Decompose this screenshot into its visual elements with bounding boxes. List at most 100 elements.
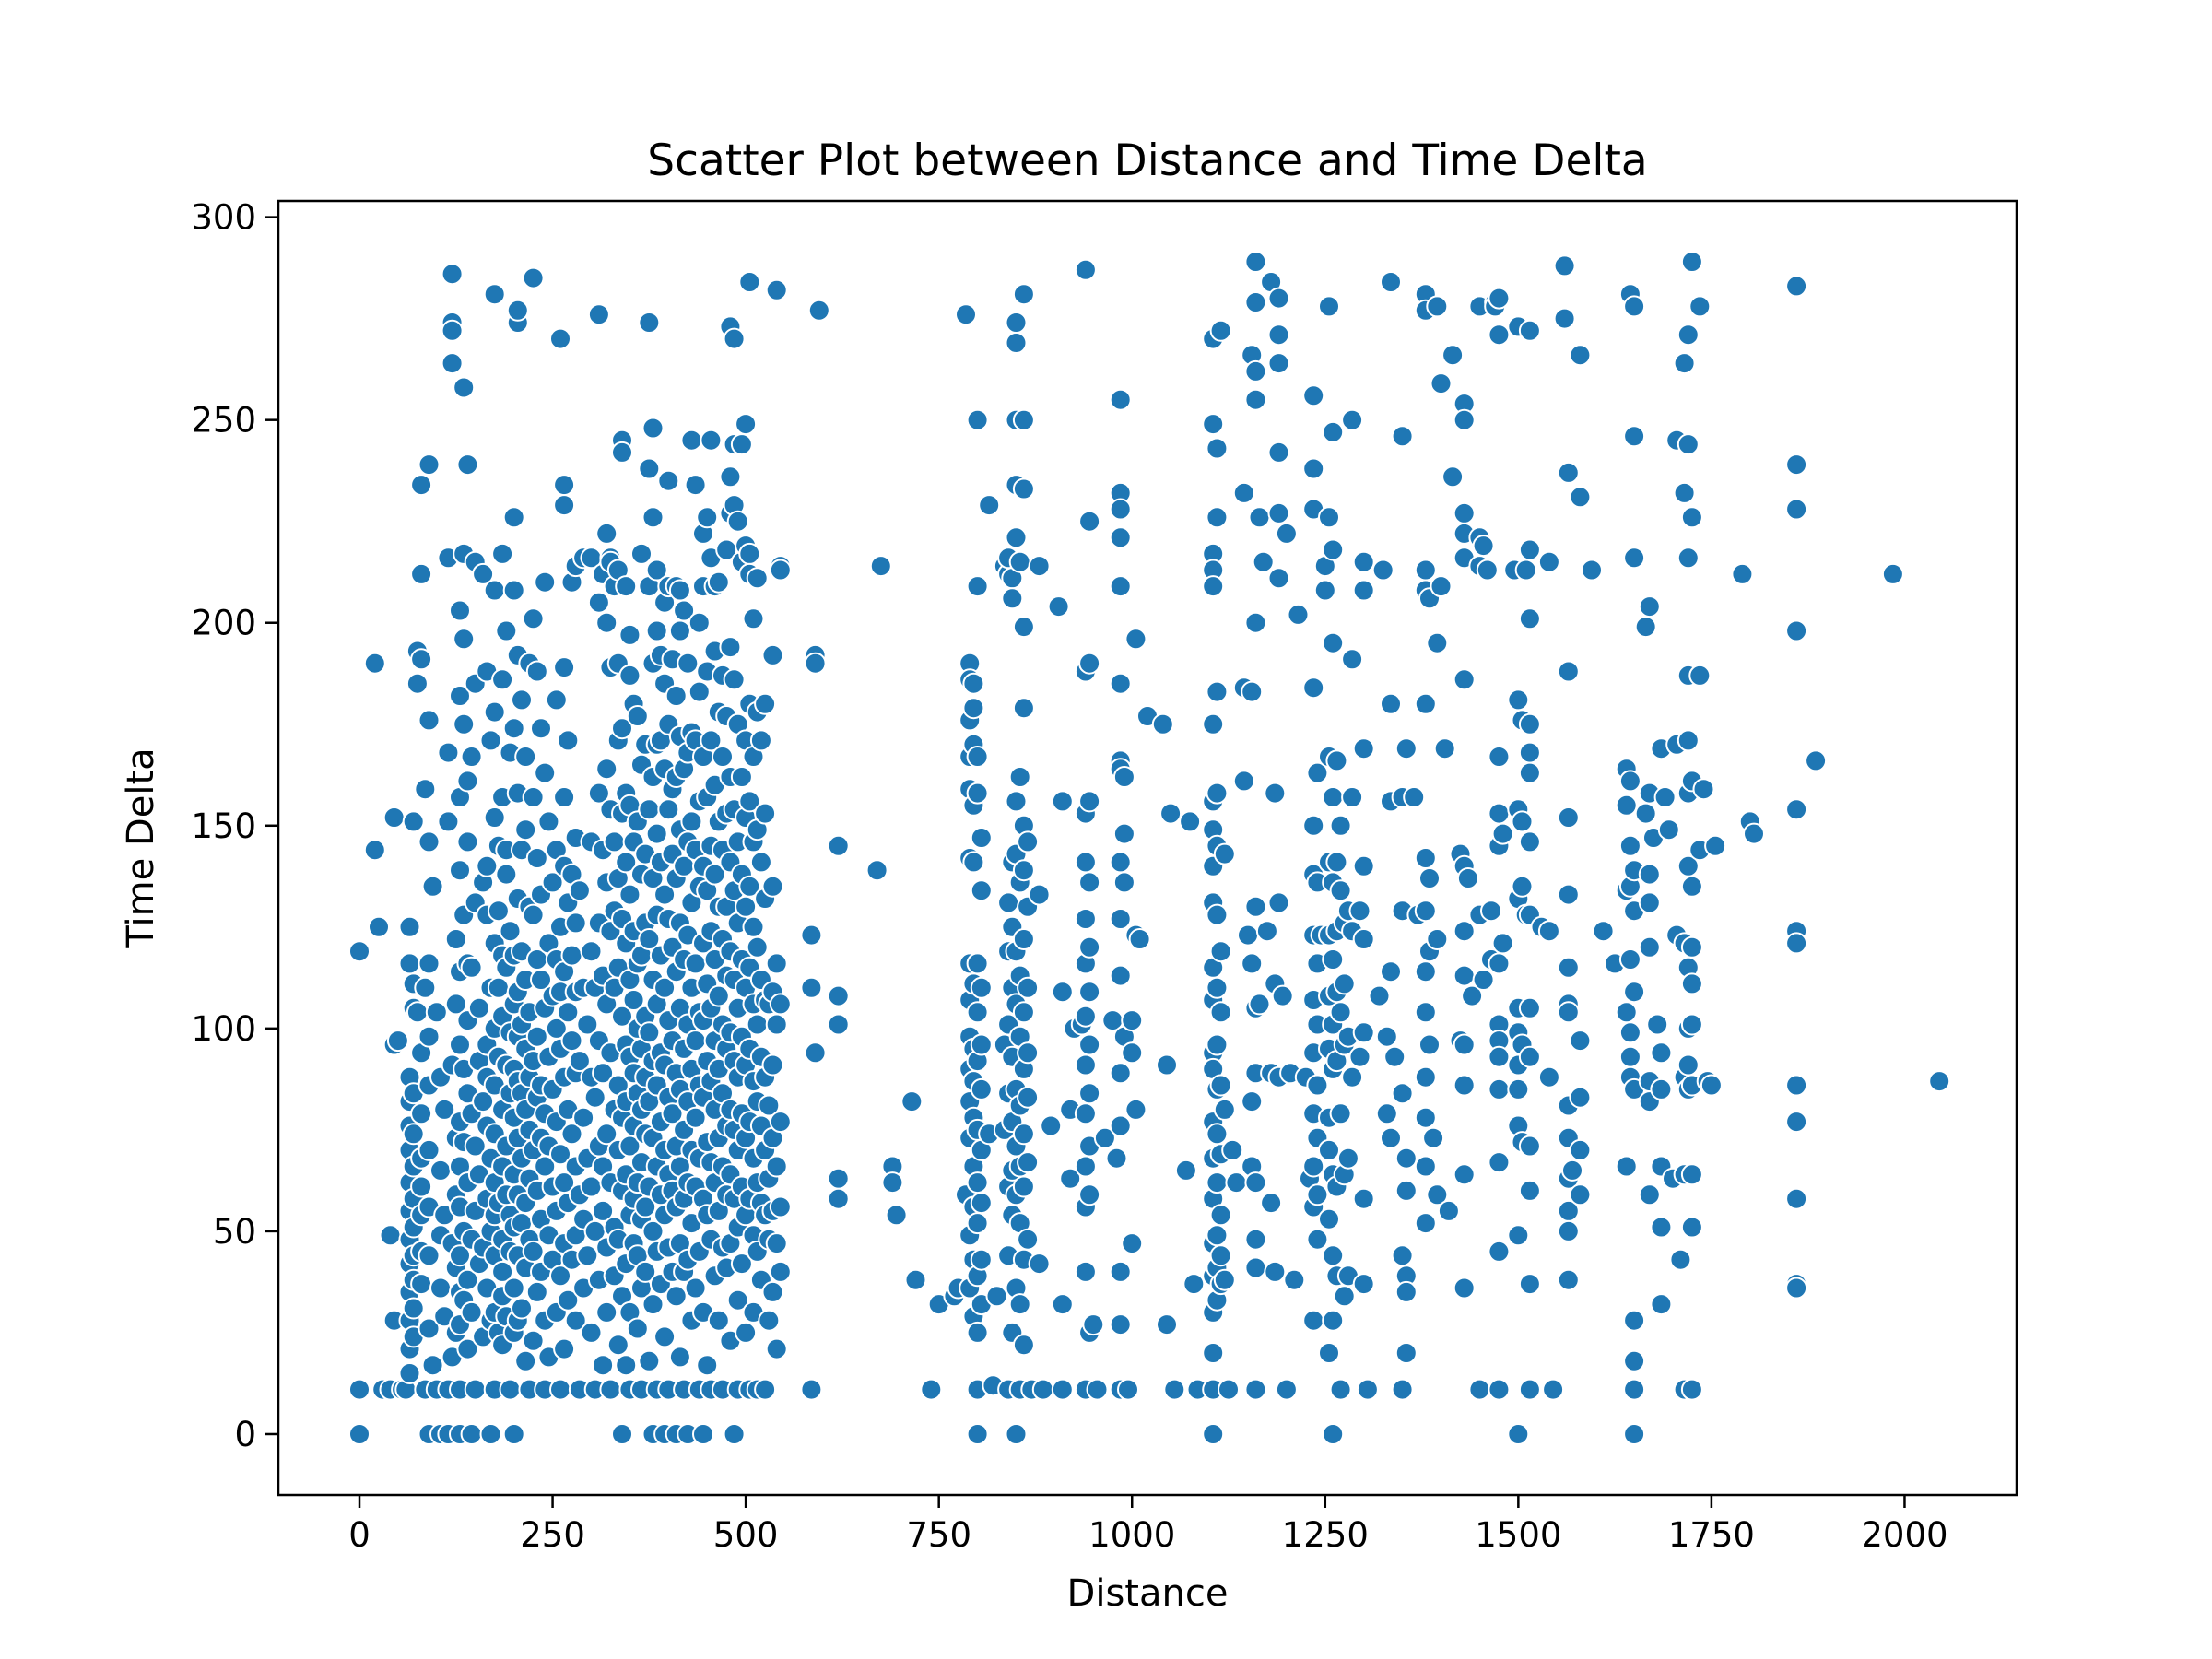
- data-point: [1109, 575, 1132, 598]
- data-point: [966, 575, 989, 598]
- data-point: [1488, 1077, 1511, 1100]
- data-point: [1329, 814, 1352, 837]
- data-point: [1206, 1171, 1229, 1194]
- data-point: [599, 1378, 622, 1401]
- data-point: [576, 1013, 599, 1036]
- data-point: [1017, 1041, 1040, 1065]
- data-point: [1318, 1207, 1340, 1230]
- data-point: [1248, 506, 1271, 529]
- data-point: [1488, 287, 1511, 310]
- data-point: [749, 729, 772, 752]
- data-point: [1352, 579, 1375, 602]
- data-point: [1476, 559, 1499, 582]
- data-point: [641, 1293, 665, 1316]
- data-point: [1414, 1155, 1437, 1178]
- data-point: [580, 1321, 603, 1344]
- data-point: [568, 1050, 591, 1073]
- data-point: [730, 433, 753, 456]
- data-point: [1680, 1216, 1703, 1239]
- data-point: [1488, 1240, 1511, 1263]
- data-point: [1391, 1244, 1414, 1267]
- x-axis: 0 250 500 750 1000 1250 1500 1750 2000: [348, 1495, 1948, 1555]
- data-point: [730, 766, 753, 788]
- data-point: [1012, 697, 1035, 720]
- data-point: [1677, 547, 1700, 570]
- data-point: [1557, 1001, 1580, 1024]
- data-point: [1109, 526, 1132, 549]
- data-point: [1426, 631, 1449, 654]
- data-point: [1352, 1021, 1375, 1044]
- data-point: [1569, 486, 1592, 509]
- data-point: [1306, 1074, 1329, 1097]
- data-point: [348, 940, 371, 963]
- data-point: [1287, 603, 1310, 626]
- data-point: [618, 883, 641, 906]
- data-point: [970, 827, 993, 849]
- data-point: [368, 915, 390, 938]
- data-point: [1557, 1219, 1580, 1242]
- data-point: [363, 652, 386, 675]
- data-point: [1159, 802, 1182, 825]
- data-point: [1078, 935, 1101, 959]
- data-point: [1074, 1102, 1097, 1125]
- data-point: [618, 623, 641, 646]
- data-point: [962, 672, 985, 695]
- data-point: [645, 619, 668, 642]
- y-tick-label: 200: [191, 604, 256, 643]
- data-point: [418, 1317, 441, 1340]
- data-point: [641, 506, 665, 529]
- data-point: [553, 474, 576, 497]
- data-point: [1109, 498, 1132, 521]
- data-point: [904, 1268, 927, 1291]
- data-point: [1221, 1138, 1244, 1161]
- data-point: [634, 1260, 657, 1283]
- data-point: [1569, 1183, 1592, 1206]
- data-point: [592, 1062, 615, 1085]
- y-tick-label: 150: [191, 806, 256, 846]
- data-point: [1569, 1086, 1592, 1109]
- data-point: [1785, 498, 1808, 521]
- data-point: [1318, 506, 1340, 529]
- data-point: [514, 1349, 537, 1372]
- data-point: [966, 952, 989, 975]
- data-point: [765, 1337, 788, 1360]
- data-point: [1657, 818, 1680, 841]
- data-point: [530, 969, 552, 991]
- data-point: [611, 1005, 633, 1028]
- data-point: [827, 1167, 850, 1190]
- data-point: [1557, 883, 1580, 906]
- data-point: [1537, 1065, 1560, 1088]
- data-point: [827, 834, 850, 857]
- x-tick-label: 1750: [1668, 1515, 1755, 1555]
- data-point: [1688, 664, 1712, 687]
- data-point: [1673, 352, 1696, 375]
- data-point: [738, 875, 761, 898]
- data-point: [1592, 920, 1615, 943]
- data-point: [1121, 1232, 1144, 1255]
- data-point: [1488, 802, 1511, 825]
- data-point: [564, 912, 587, 935]
- data-point: [549, 1378, 571, 1401]
- data-point: [1040, 1114, 1063, 1137]
- data-point: [1341, 648, 1364, 671]
- data-point: [583, 1086, 606, 1109]
- data-point: [1206, 976, 1229, 999]
- data-point: [1012, 477, 1035, 500]
- data-point: [1511, 810, 1534, 833]
- data-point: [1391, 1082, 1414, 1105]
- data-point: [495, 863, 518, 886]
- data-point: [1267, 287, 1290, 310]
- data-point: [1414, 900, 1437, 923]
- data-point: [549, 1143, 571, 1166]
- data-point: [522, 266, 545, 289]
- data-point: [1112, 822, 1135, 845]
- data-point: [1453, 964, 1476, 987]
- data-point: [1375, 1025, 1398, 1048]
- data-point: [1008, 550, 1031, 573]
- data-point: [499, 920, 522, 943]
- data-point: [754, 1378, 777, 1401]
- data-point: [1302, 1309, 1325, 1332]
- data-point: [560, 1030, 583, 1053]
- data-point: [1005, 312, 1028, 334]
- data-point: [1453, 1277, 1476, 1300]
